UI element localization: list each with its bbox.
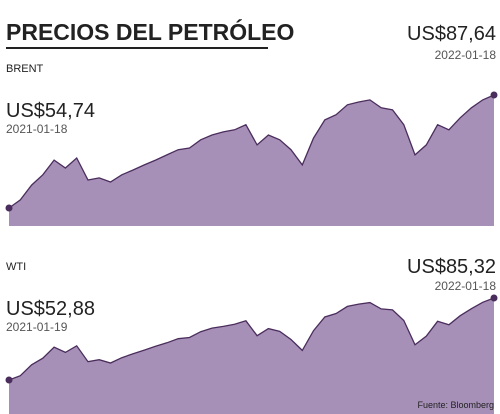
area [9, 95, 494, 226]
value-annotation: US$54,74 [6, 100, 95, 122]
end-dot [5, 376, 13, 384]
page-title: PRECIOS DEL PETRÓLEO [6, 18, 294, 45]
value-annotation: US$52,88 [6, 298, 95, 320]
date-annotation: 2021-01-19 [6, 320, 68, 334]
line [8, 297, 495, 381]
title-rule [6, 47, 268, 49]
line [8, 94, 495, 209]
value-annotation: US$85,32 [407, 256, 496, 278]
area [9, 298, 494, 414]
value-annotation: US$87,64 [407, 23, 496, 45]
end-dot [5, 204, 13, 212]
series-name: WTI [6, 261, 26, 273]
series-name: BRENT [6, 63, 44, 75]
source: Fuente: Bloomberg [417, 400, 494, 410]
end-dot [490, 294, 498, 302]
date-annotation: 2021-01-18 [6, 122, 68, 136]
end-dot [490, 91, 498, 99]
date-annotation: 2022-01-18 [435, 279, 497, 293]
date-annotation: 2022-01-18 [435, 48, 497, 62]
